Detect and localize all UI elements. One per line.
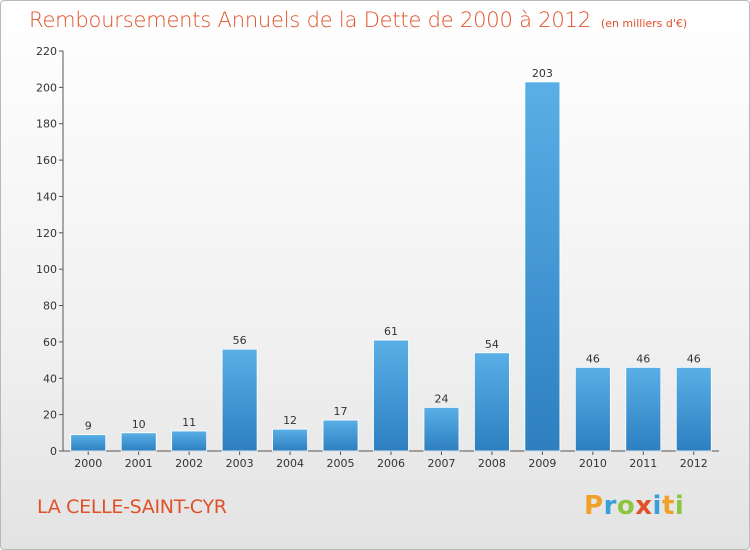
y-tick-label: 0 xyxy=(50,445,57,458)
y-tick-label: 80 xyxy=(43,300,57,313)
logo-letter: t xyxy=(661,491,675,521)
x-tick-label: 2005 xyxy=(327,457,355,470)
y-tick-label: 100 xyxy=(36,263,57,276)
bar-2003 xyxy=(221,348,258,452)
bar-2006 xyxy=(373,339,409,452)
data-label-2002: 11 xyxy=(182,416,196,429)
x-tick-label: 2008 xyxy=(478,457,506,470)
x-tick-label: 2012 xyxy=(680,457,708,470)
y-axis: 0 20 40 60 80 100 120 140 160 180 200 220 xyxy=(36,45,64,458)
data-label-2005: 17 xyxy=(334,405,348,418)
bar-2008 xyxy=(474,352,510,452)
logo-letter: i xyxy=(674,491,685,521)
y-tick-label: 40 xyxy=(43,372,57,385)
x-tick-label: 2006 xyxy=(377,457,405,470)
x-tick-label: 2001 xyxy=(125,457,153,470)
bar-2007 xyxy=(423,406,460,452)
title-row: Remboursements Annuels de la Dette de 20… xyxy=(29,8,687,32)
x-tick-label: 2002 xyxy=(175,457,203,470)
bar-2002 xyxy=(171,430,208,452)
y-tick-label: 60 xyxy=(43,336,57,349)
bar-2001 xyxy=(120,432,157,452)
data-label-2011: 46 xyxy=(636,352,650,365)
bar-2005 xyxy=(322,419,359,452)
bar-2010 xyxy=(574,366,611,452)
data-label-2009: 203 xyxy=(532,67,553,80)
y-tick-label: 200 xyxy=(36,81,57,94)
data-label-2003: 56 xyxy=(233,334,247,347)
y-tick-label: 160 xyxy=(36,154,57,167)
data-label-2012: 46 xyxy=(687,352,701,365)
bar-2012 xyxy=(675,366,712,452)
logo-letter: P xyxy=(584,491,604,521)
logo-letter: o xyxy=(616,491,636,521)
y-tick-label: 220 xyxy=(36,45,57,58)
data-label-2001: 10 xyxy=(132,418,146,431)
chart-title: Remboursements Annuels de la Dette de 20… xyxy=(29,8,591,32)
x-tick-label: 2004 xyxy=(276,457,304,470)
bar-2009 xyxy=(524,81,561,452)
logo-letter: x xyxy=(635,491,653,521)
y-tick-label: 120 xyxy=(36,227,57,240)
x-tick-label: 2011 xyxy=(629,457,657,470)
data-label-2007: 24 xyxy=(434,392,448,405)
bars: 9 10 11 56 12 17 61 24 54 203 46 46 46 xyxy=(70,67,712,452)
y-tick-label: 180 xyxy=(36,118,57,131)
logo-letter: i xyxy=(652,491,662,521)
x-tick-label: 2010 xyxy=(579,457,607,470)
x-tick-label: 2007 xyxy=(427,457,455,470)
commune-name: LA CELLE-SAINT-CYR xyxy=(37,496,227,518)
bar-2004 xyxy=(272,428,308,452)
x-tick-label: 2009 xyxy=(528,457,556,470)
data-label-2008: 54 xyxy=(485,338,499,351)
bar-2000 xyxy=(70,434,107,452)
data-label-2004: 12 xyxy=(283,414,297,427)
proxiti-logo[interactable]: Proxiti xyxy=(584,491,684,521)
data-label-2006: 61 xyxy=(384,325,398,338)
data-label-2000: 9 xyxy=(85,420,92,433)
logo-letter: r xyxy=(603,491,617,521)
chart-subtitle: (en milliers d'€) xyxy=(600,17,688,30)
data-label-2010: 46 xyxy=(586,352,600,365)
x-tick-label: 2000 xyxy=(74,457,102,470)
x-tick-label: 2003 xyxy=(226,457,254,470)
bar-2011 xyxy=(625,366,662,452)
y-tick-label: 20 xyxy=(43,409,57,422)
x-axis: 2000 2001 2002 2003 2004 2005 2006 2007 2008 2009… xyxy=(63,450,719,470)
y-tick-label: 140 xyxy=(36,190,57,203)
